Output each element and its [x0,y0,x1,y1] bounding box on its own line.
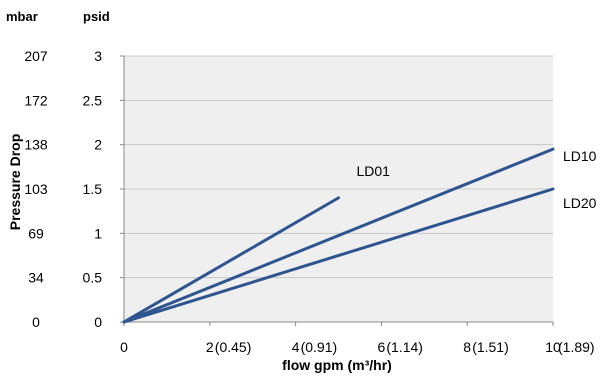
psid-unit-label: psid [83,9,110,24]
y-tick-psid-4: 2 [94,137,102,153]
series-label-ld01: LD01 [357,163,391,179]
x-tick-label-3: 6 [378,339,386,355]
x-tick-label-0: 0 [120,339,128,355]
x-axis-ticks: 0 2 (0.45) 4 (0.91) 6 (1.14) 8 (1.51) 10(1.89) [120,322,595,355]
y-axis-ticks: 0 0 34 0.5 69 1 103 1.5 138 2 172 2.5 207 3 [24,48,124,330]
y-tick-mbar-5: 172 [24,92,48,108]
series-labels: LD01 LD10 LD20 [357,148,597,211]
series-line-ld10 [122,147,555,324]
y-tick-psid-6: 3 [94,48,102,64]
x-tick-secondary-3: (1.14) [386,339,423,355]
y-tick-mbar-0: 0 [32,314,40,330]
y-tick-mbar-6: 207 [24,48,48,64]
x-tick-label-5: 10 [545,339,561,355]
x-tick-label-1: 2 [206,339,214,355]
x-axis-title: flow gpm (m³/hr) [282,357,392,373]
x-tick-secondary-2: (0.91) [301,339,338,355]
x-tick-secondary-4: (1.51) [472,339,509,355]
x-tick-label-2: 4 [292,339,300,355]
series-line-ld01 [122,196,340,324]
y-tick-mbar-4: 138 [24,137,48,153]
y-tick-psid-5: 2.5 [83,92,103,108]
y-tick-psid-3: 1.5 [83,181,103,197]
y-tick-psid-2: 1 [94,225,102,241]
y-tick-mbar-1: 34 [28,270,44,286]
y-axis-title: Pressure Drop [7,134,23,230]
x-tick-secondary-5: (1.89) [558,339,595,355]
series-lines [122,147,555,324]
x-tick-secondary-1: (0.45) [215,339,252,355]
series-line-ld20 [122,187,555,324]
y-tick-psid-1: 0.5 [83,270,103,286]
y-tick-mbar-3: 103 [24,181,48,197]
series-label-ld20: LD20 [563,195,597,211]
y-tick-mbar-2: 69 [28,225,44,241]
x-tick-label-4: 8 [463,339,471,355]
mbar-unit-label: mbar [6,9,38,24]
y-tick-psid-0: 0 [94,314,102,330]
series-label-ld10: LD10 [563,148,597,164]
